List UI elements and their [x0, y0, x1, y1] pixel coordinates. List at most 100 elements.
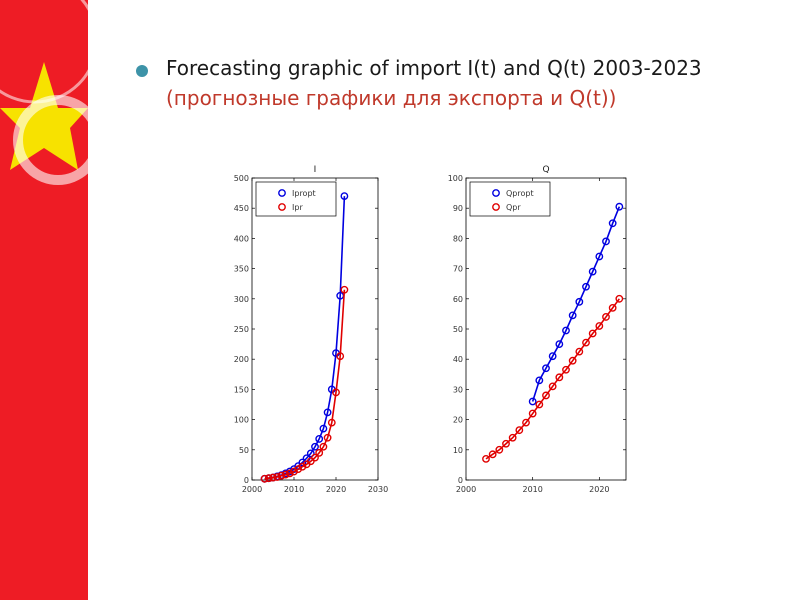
data-point — [588, 267, 597, 276]
y-tick-label: 50 — [453, 325, 463, 334]
data-point — [568, 311, 577, 320]
y-tick-label: 0 — [458, 476, 463, 485]
data-point — [260, 474, 269, 483]
y-tick-label: 100 — [448, 174, 463, 183]
plot-frame — [251, 177, 379, 481]
x-tick-label: 2030 — [368, 485, 388, 494]
data-point — [495, 445, 504, 454]
y-tick-label: 90 — [453, 204, 463, 213]
y-tick-label: 60 — [453, 295, 463, 304]
data-point — [535, 400, 544, 409]
data-point — [482, 454, 490, 463]
x-tick-label: 2020 — [589, 485, 609, 494]
legend-marker — [278, 189, 286, 197]
x-tick-label: 2000 — [242, 485, 262, 494]
bullet-icon — [136, 65, 148, 77]
star-shape — [0, 62, 88, 170]
data-point — [315, 448, 324, 457]
data-point — [548, 382, 557, 391]
data-point — [340, 285, 349, 294]
data-point — [608, 303, 617, 312]
data-point — [528, 397, 537, 406]
data-point — [542, 391, 550, 400]
data-point — [582, 282, 590, 291]
vietnam-flag-decoration — [0, 0, 88, 185]
data-point — [306, 449, 315, 458]
data-point — [315, 435, 324, 443]
data-point — [602, 237, 610, 246]
data-point — [488, 450, 497, 459]
data-point — [323, 433, 332, 442]
y-tick-label: 150 — [234, 385, 249, 394]
data-point — [311, 453, 319, 462]
data-point — [502, 439, 510, 448]
data-point — [340, 192, 349, 201]
x-tick-label: 2010 — [522, 485, 542, 494]
legend-label: Ipr — [292, 203, 303, 212]
slide-title: Forecasting graphic of import I(t) and Q… — [166, 56, 702, 80]
chart-title: I — [314, 165, 317, 175]
data-point — [277, 471, 286, 480]
data-point — [615, 294, 624, 303]
data-point — [542, 364, 550, 373]
data-point — [595, 322, 604, 330]
x-tick-label: 2000 — [456, 485, 476, 494]
legend-marker — [492, 189, 500, 197]
chart-title: Q — [542, 165, 549, 175]
y-tick-label: 300 — [234, 295, 249, 304]
data-point — [548, 352, 557, 361]
y-tick-label: 20 — [453, 416, 463, 425]
data-point — [264, 474, 273, 483]
x-tick-label: 2010 — [284, 485, 304, 494]
y-tick-label: 250 — [234, 325, 249, 334]
chart-q: Q 0 10 20 30 40 50 60 70 80 90 100 2000 2010 2020 Qprop… — [442, 158, 642, 502]
decorative-sidebar — [0, 0, 88, 600]
data-point — [515, 426, 524, 435]
data-point — [281, 470, 290, 479]
data-point — [595, 252, 604, 261]
x-tick-label: 2020 — [326, 485, 346, 494]
legend-label: Ipropt — [292, 189, 316, 198]
data-point — [332, 388, 340, 397]
y-tick-label: 50 — [239, 446, 249, 455]
y-tick-label: 70 — [453, 265, 463, 274]
data-point — [582, 338, 590, 347]
data-point — [528, 409, 537, 418]
decorative-ring-small — [13, 95, 88, 185]
plot-frame — [465, 177, 627, 481]
data-point — [615, 202, 624, 211]
legend-marker — [278, 203, 286, 211]
y-tick-label: 100 — [234, 416, 249, 425]
data-point — [562, 326, 570, 335]
data-point — [535, 376, 544, 385]
y-tick-label: 350 — [234, 265, 249, 274]
data-point — [555, 340, 564, 349]
chart-q-svg: Q 0 10 20 30 40 50 60 70 80 90 100 2000 2010 2020 Qprop… — [448, 165, 627, 494]
y-tick-label: 200 — [234, 355, 249, 364]
data-point — [319, 442, 328, 451]
data-point — [319, 424, 328, 433]
data-point — [575, 297, 584, 306]
data-point — [522, 418, 530, 427]
data-point — [336, 352, 345, 361]
data-point — [562, 365, 570, 374]
legend-box — [255, 181, 337, 217]
data-point — [588, 329, 597, 338]
y-tick-label: 80 — [453, 234, 463, 243]
y-tick-label: 500 — [234, 174, 249, 183]
data-point — [555, 373, 564, 382]
y-tick-label: 450 — [234, 204, 249, 213]
data-point — [298, 458, 307, 467]
data-point — [608, 219, 617, 228]
data-point — [327, 418, 336, 427]
chart-i-svg: I 0 50 100 150 200 250 300 350 400 450 500 2000 2010 2… — [234, 165, 388, 494]
data-point — [323, 408, 332, 417]
y-tick-label: 400 — [234, 234, 249, 243]
data-point — [568, 356, 577, 365]
y-tick-label: 40 — [453, 355, 463, 364]
data-point — [575, 347, 584, 356]
y-tick-label: 30 — [453, 385, 463, 394]
data-point — [311, 442, 319, 451]
legend-label: Qpropt — [506, 189, 534, 198]
chart-i: I 0 50 100 150 200 250 300 350 400 450 500 2000 2010 2… — [222, 158, 422, 502]
